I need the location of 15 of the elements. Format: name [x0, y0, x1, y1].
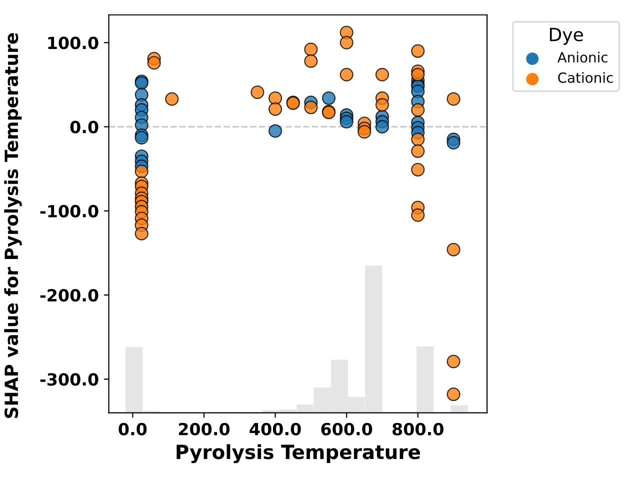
y-tick-label: 100.0 [48, 36, 98, 50]
x-axis-title: Pyrolysis Temperature [176, 444, 420, 464]
y-tick-label: -100.0 [40, 204, 98, 218]
legend-label: Anionic [557, 52, 608, 63]
y-tick-label: -300.0 [40, 373, 98, 386]
x-tick-label: 600.0 [321, 422, 372, 436]
x-tick-label: 200.0 [178, 422, 230, 436]
x-tick-label: 400.0 [250, 422, 301, 436]
x-tick-label: 0.0 [118, 422, 147, 436]
legend-title: Dye [550, 28, 583, 45]
y-axis-title: SHAP value for Pyrolysis Temperature [4, 33, 22, 418]
legend-label: Cationic [558, 72, 613, 83]
x-tick-label: 800.0 [392, 422, 444, 436]
y-tick-label: -200.0 [40, 288, 98, 302]
y-tick-label: 0.0 [70, 120, 98, 134]
